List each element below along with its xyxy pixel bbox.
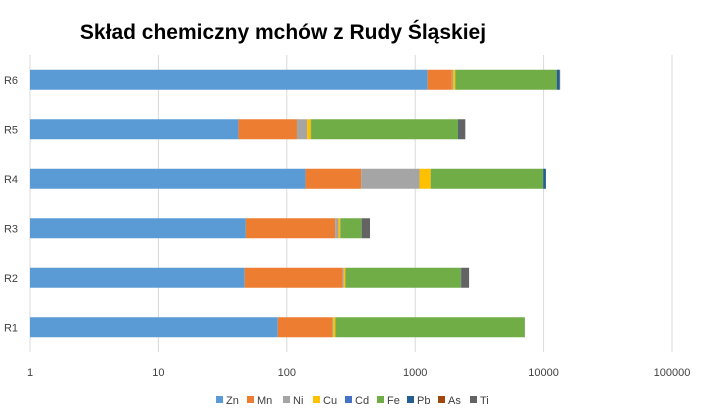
legend-swatch-cd <box>345 396 352 403</box>
bar-segment-fe-r3 <box>340 218 362 239</box>
bar-segment-cu-r3 <box>338 218 341 239</box>
bar-segment-mn-r2 <box>244 267 343 288</box>
bar-segment-zn-r4 <box>30 168 306 189</box>
bar-segment-cu-r5 <box>307 119 311 140</box>
bar-segment-ni-r1 <box>332 317 334 338</box>
bar-segment-ti-r3 <box>361 218 370 239</box>
x-tick-label: 100 <box>278 367 296 379</box>
legend-swatch-ti <box>470 396 477 403</box>
legend-label-zn: Zn <box>226 395 239 407</box>
category-label: R5 <box>4 124 18 136</box>
bar-segment-ni-r5 <box>296 119 308 140</box>
legend-label-as: As <box>448 395 461 407</box>
x-tick-label: 1 <box>27 367 33 379</box>
legend-label-fe: Fe <box>387 395 400 407</box>
bar-segment-cu-r2 <box>343 267 346 288</box>
bar-segment-fe-r4 <box>430 168 544 189</box>
x-tick-label: 10 <box>152 367 164 379</box>
legend-label-cu: Cu <box>323 395 337 407</box>
bar-segment-zn-r2 <box>30 267 245 288</box>
bar-segment-cu-r4 <box>419 168 431 189</box>
legend-swatch-fe <box>377 396 384 403</box>
bar-segment-ni-r2 <box>342 267 344 288</box>
legend-label-cd: Cd <box>355 395 369 407</box>
bar-segment-mn-r6 <box>427 69 452 90</box>
bar-segment-ni-r6 <box>451 69 454 90</box>
bar-segment-pb-r5 <box>458 119 459 140</box>
legend-label-ti: Ti <box>480 395 489 407</box>
bar-segment-zn-r3 <box>30 218 246 239</box>
bar-segment-cu-r1 <box>333 317 336 338</box>
x-tick-label: 10000 <box>528 367 559 379</box>
legend-swatch-zn <box>216 396 223 403</box>
bar-segment-ni-r4 <box>361 168 420 189</box>
bar-segment-mn-r3 <box>245 218 336 239</box>
bar-segment-ti-r5 <box>458 119 466 140</box>
bar-segment-zn-r5 <box>30 119 239 140</box>
legend: Zn Mn Ni Cu Cd Fe Pb As Ti <box>216 395 489 407</box>
legend-swatch-cu <box>313 396 320 403</box>
bar-segment-pb-r4 <box>543 168 546 189</box>
bar-segment-ti-r2 <box>461 267 470 288</box>
bar-segment-pb-r6 <box>556 69 560 90</box>
category-label: R2 <box>4 273 18 285</box>
legend-label-ni: Ni <box>293 395 303 407</box>
chart-title: Skład chemiczny mchów z Rudy Śląskiej <box>80 20 486 44</box>
bar-segment-ni-r3 <box>335 218 339 239</box>
bar-segment-mn-r1 <box>277 317 333 338</box>
bar-segment-mn-r5 <box>238 119 297 140</box>
legend-label-pb: Pb <box>417 395 430 407</box>
bar-segment-zn-r1 <box>30 317 278 338</box>
bar-segment-zn-r6 <box>30 69 428 90</box>
category-labels: R1 R2 R3 R4 R5 R6 <box>4 75 18 335</box>
legend-swatch-mn <box>247 396 254 403</box>
legend-swatch-as <box>438 396 445 403</box>
x-tick-labels: 1 10 100 1000 10000 100000 <box>27 367 690 379</box>
category-label: R1 <box>4 322 18 334</box>
category-label: R6 <box>4 75 18 87</box>
bars <box>30 69 561 338</box>
bar-segment-cu-r6 <box>453 69 456 90</box>
category-label: R4 <box>4 174 18 186</box>
legend-swatch-ni <box>283 396 290 403</box>
legend-swatch-pb <box>407 396 414 403</box>
bar-segment-fe-r5 <box>311 119 459 140</box>
bar-segment-fe-r1 <box>335 317 525 338</box>
gridlines <box>29 55 673 352</box>
x-tick-label: 100000 <box>654 367 691 379</box>
bar-segment-fe-r6 <box>455 69 557 90</box>
category-label: R3 <box>4 223 18 235</box>
bar-segment-fe-r2 <box>345 267 461 288</box>
x-tick-label: 1000 <box>403 367 427 379</box>
legend-label-mn: Mn <box>257 395 272 407</box>
bar-segment-mn-r4 <box>305 168 362 189</box>
